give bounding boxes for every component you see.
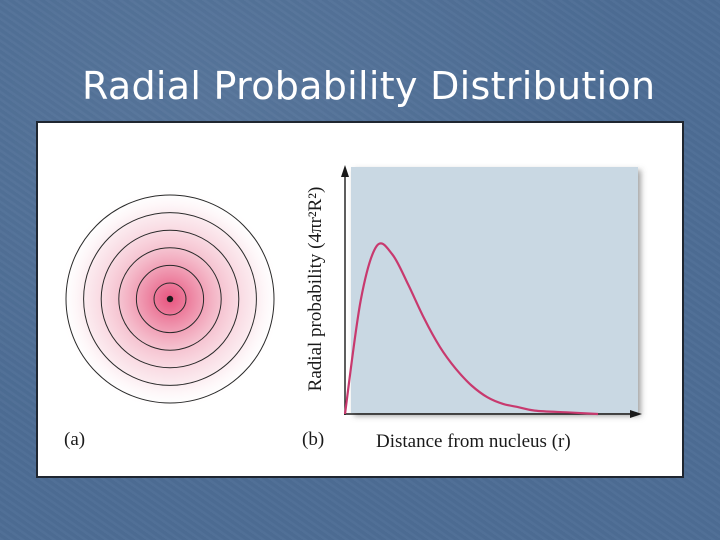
y-axis <box>341 165 349 415</box>
density-ring <box>100 229 240 369</box>
density-ring <box>118 247 222 351</box>
density-ring <box>83 212 257 386</box>
figure-panel: (a) Radial probability (4πr²R²) (b) Dist… <box>36 121 684 478</box>
density-ring <box>153 282 187 316</box>
density-ring <box>65 194 275 404</box>
figure-svg: (a) Radial probability (4πr²R²) (b) Dist… <box>58 165 642 452</box>
density-ring <box>135 264 205 334</box>
panel-a-label: (a) <box>64 429 85 450</box>
x-axis-label: Distance from nucleus (r) <box>376 431 571 452</box>
y-axis-label: Radial probability (4πr²R²) <box>305 187 326 392</box>
panel-b-label: (b) <box>302 429 324 450</box>
nucleus-dot <box>166 295 174 303</box>
y-axis-arrow-icon <box>341 165 349 177</box>
plot-area <box>351 167 638 413</box>
x-axis-arrow-icon <box>630 410 642 418</box>
radial-probability-plot: Radial probability (4πr²R²) (b) Distance… <box>302 165 642 452</box>
density-rings <box>65 194 275 404</box>
electron-density-diagram: (a) <box>58 187 282 450</box>
slide-title: Radial Probability Distribution <box>82 64 656 108</box>
series-line <box>343 242 599 416</box>
